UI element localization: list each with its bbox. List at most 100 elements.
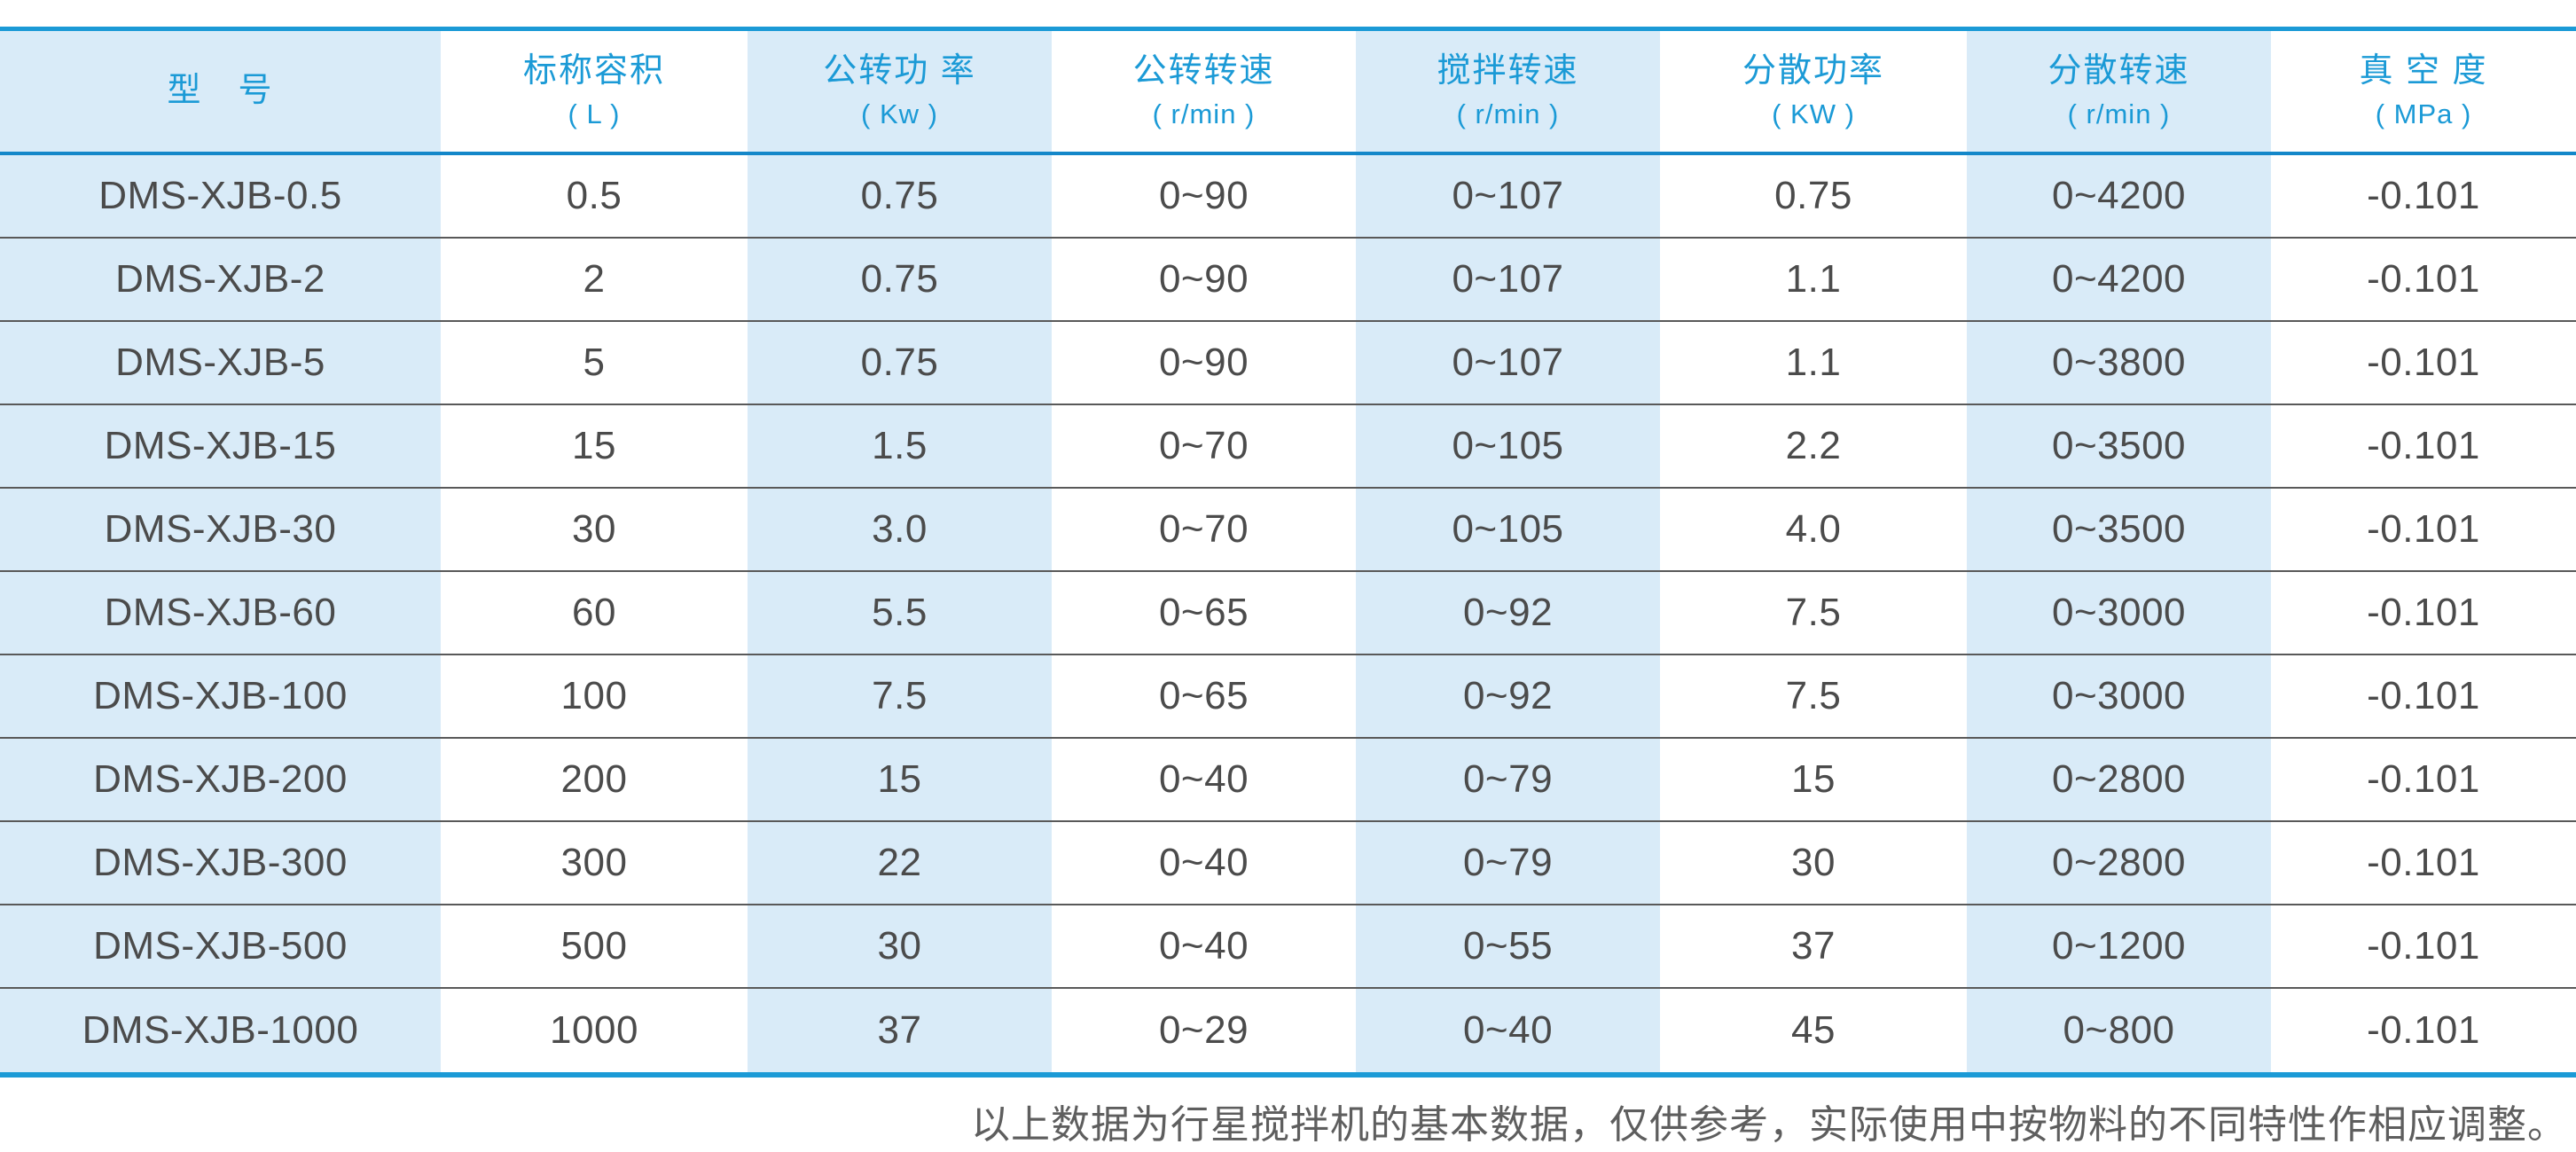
footer-note: 以上数据为行星搅拌机的基本数据，仅供参考，实际使用中按物料的不同特性作相应调整。 [971, 1102, 2567, 1148]
cell-revolution-power: 22 [748, 822, 1052, 904]
cell-dispersion-power: 45 [1660, 989, 1967, 1072]
cell-capacity: 5 [441, 322, 748, 404]
cell-vacuum: -0.101 [2271, 489, 2576, 570]
column-header-dispersion-power: 分散功率 ( KW ) [1660, 31, 1967, 152]
table-row: DMS-XJB-60 60 5.5 0~65 0~92 7.5 0~3000 -0.101 [0, 572, 2576, 655]
cell-capacity: 500 [441, 905, 748, 987]
cell-dispersion-speed: 0~1200 [1967, 905, 2271, 987]
cell-revolution-speed: 0~40 [1052, 905, 1356, 987]
cell-model: DMS-XJB-15 [0, 405, 441, 487]
table-row: DMS-XJB-15 15 1.5 0~70 0~105 2.2 0~3500 -0.101 [0, 405, 2576, 489]
column-title: 标称容积 [522, 51, 665, 90]
cell-dispersion-power: 0.75 [1660, 155, 1967, 237]
cell-stirring-speed: 0~107 [1356, 239, 1660, 320]
cell-revolution-power: 0.75 [748, 155, 1052, 237]
cell-model: DMS-XJB-60 [0, 572, 441, 654]
cell-revolution-power: 0.75 [748, 322, 1052, 404]
cell-dispersion-power: 37 [1660, 905, 1967, 987]
table-top-border [0, 27, 2576, 31]
cell-capacity: 15 [441, 405, 748, 487]
table-row: DMS-XJB-30 30 3.0 0~70 0~105 4.0 0~3500 -0.101 [0, 489, 2576, 572]
cell-revolution-power: 0.75 [748, 239, 1052, 320]
column-header-model: 型 号 [0, 31, 441, 152]
column-unit: ( r/min ) [1152, 98, 1256, 130]
cell-model: DMS-XJB-200 [0, 739, 441, 820]
cell-model: DMS-XJB-100 [0, 655, 441, 737]
cell-revolution-power: 37 [748, 989, 1052, 1072]
column-title: 分散转速 [2047, 51, 2190, 90]
cell-dispersion-power: 1.1 [1660, 239, 1967, 320]
column-title: 真 空 度 [2359, 51, 2488, 90]
cell-vacuum: -0.101 [2271, 239, 2576, 320]
cell-revolution-power: 15 [748, 739, 1052, 820]
table-row: DMS-XJB-500 500 30 0~40 0~55 37 0~1200 -0.101 [0, 905, 2576, 989]
column-title: 公转功 率 [823, 51, 976, 90]
cell-revolution-power: 7.5 [748, 655, 1052, 737]
table-row: DMS-XJB-5 5 0.75 0~90 0~107 1.1 0~3800 -0.101 [0, 322, 2576, 405]
table-row: DMS-XJB-0.5 0.5 0.75 0~90 0~107 0.75 0~4200 -0.… [0, 155, 2576, 239]
cell-stirring-speed: 0~79 [1356, 822, 1660, 904]
cell-vacuum: -0.101 [2271, 155, 2576, 237]
cell-capacity: 2 [441, 239, 748, 320]
cell-stirring-speed: 0~107 [1356, 155, 1660, 237]
cell-revolution-speed: 0~65 [1052, 655, 1356, 737]
cell-stirring-speed: 0~105 [1356, 489, 1660, 570]
column-title: 型 号 [167, 72, 274, 110]
cell-vacuum: -0.101 [2271, 822, 2576, 904]
column-header-vacuum: 真 空 度 ( MPa ) [2271, 31, 2576, 152]
cell-vacuum: -0.101 [2271, 905, 2576, 987]
column-header-revolution-power: 公转功 率 ( Kw ) [748, 31, 1052, 152]
cell-revolution-speed: 0~70 [1052, 405, 1356, 487]
column-unit: ( MPa ) [2375, 98, 2472, 130]
cell-stirring-speed: 0~105 [1356, 405, 1660, 487]
cell-dispersion-power: 1.1 [1660, 322, 1967, 404]
cell-revolution-power: 5.5 [748, 572, 1052, 654]
cell-revolution-speed: 0~90 [1052, 155, 1356, 237]
cell-dispersion-speed: 0~4200 [1967, 155, 2271, 237]
spec-table: 型 号标称容积( L ) 公转功 率( Kw ) 公转转速( r/min ) 搅拌转速… [0, 27, 2576, 1078]
cell-vacuum: -0.101 [2271, 739, 2576, 820]
cell-vacuum: -0.101 [2271, 655, 2576, 737]
table-row: DMS-XJB-1000 1000 37 0~29 0~40 45 0~800 -0.101 [0, 989, 2576, 1072]
cell-vacuum: -0.101 [2271, 572, 2576, 654]
cell-stirring-speed: 0~40 [1356, 989, 1660, 1072]
cell-dispersion-speed: 0~800 [1967, 989, 2271, 1072]
table-bottom-border [0, 1072, 2576, 1078]
cell-dispersion-speed: 0~2800 [1967, 822, 2271, 904]
table-header-row: 型 号标称容积( L ) 公转功 率( Kw ) 公转转速( r/min ) 搅拌转速… [0, 31, 2576, 152]
cell-model: DMS-XJB-30 [0, 489, 441, 570]
cell-model: DMS-XJB-5 [0, 322, 441, 404]
cell-dispersion-power: 4.0 [1660, 489, 1967, 570]
column-unit: ( KW ) [1772, 98, 1855, 130]
table-row: DMS-XJB-2 2 0.75 0~90 0~107 1.1 0~4200 -0.101 [0, 239, 2576, 322]
column-unit: ( r/min ) [1456, 98, 1560, 130]
column-title: 公转转速 [1132, 51, 1275, 90]
cell-dispersion-speed: 0~3800 [1967, 322, 2271, 404]
cell-dispersion-speed: 0~2800 [1967, 739, 2271, 820]
cell-capacity: 300 [441, 822, 748, 904]
cell-dispersion-power: 15 [1660, 739, 1967, 820]
cell-vacuum: -0.101 [2271, 322, 2576, 404]
cell-dispersion-speed: 0~3000 [1967, 655, 2271, 737]
cell-stirring-speed: 0~79 [1356, 739, 1660, 820]
cell-capacity: 30 [441, 489, 748, 570]
table-row: DMS-XJB-200 200 15 0~40 0~79 15 0~2800 -0.101 [0, 739, 2576, 822]
table-row: DMS-XJB-100 100 7.5 0~65 0~92 7.5 0~3000 -0.101 [0, 655, 2576, 739]
cell-revolution-speed: 0~90 [1052, 322, 1356, 404]
cell-stirring-speed: 0~92 [1356, 655, 1660, 737]
cell-model: DMS-XJB-0.5 [0, 155, 441, 237]
cell-capacity: 0.5 [441, 155, 748, 237]
cell-capacity: 200 [441, 739, 748, 820]
cell-revolution-power: 1.5 [748, 405, 1052, 487]
table-row: DMS-XJB-300 300 22 0~40 0~79 30 0~2800 -0.101 [0, 822, 2576, 905]
cell-revolution-speed: 0~70 [1052, 489, 1356, 570]
column-unit: ( Kw ) [861, 98, 938, 130]
cell-dispersion-speed: 0~3500 [1967, 489, 2271, 570]
column-title: 搅拌转速 [1437, 51, 1579, 90]
cell-vacuum: -0.101 [2271, 405, 2576, 487]
cell-stirring-speed: 0~92 [1356, 572, 1660, 654]
cell-revolution-speed: 0~40 [1052, 822, 1356, 904]
cell-capacity: 60 [441, 572, 748, 654]
column-header-dispersion-speed: 分散转速 ( r/min ) [1967, 31, 2271, 152]
